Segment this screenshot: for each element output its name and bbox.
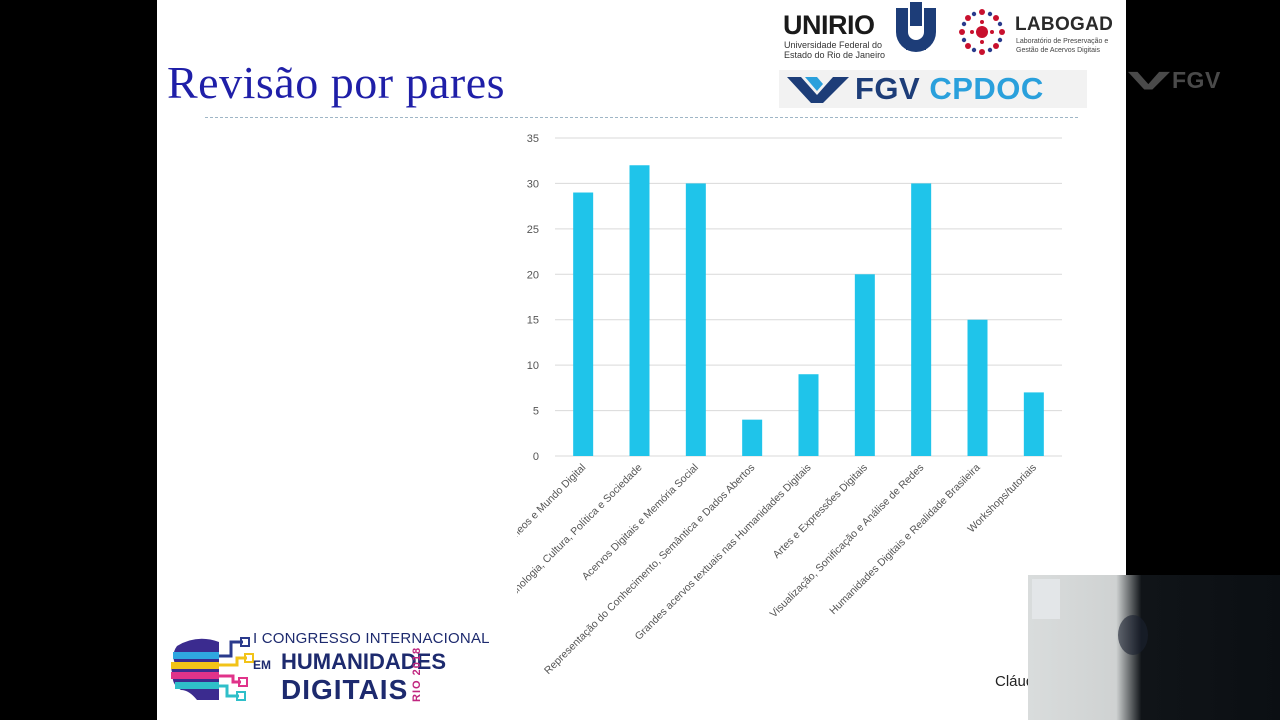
fgv-label: FGV [855,71,921,106]
unirio-logo: UNIRIO Universidade Federal do Estado do… [777,4,947,60]
y-tick-label: 20 [527,269,539,281]
y-tick-label: 5 [533,406,539,418]
congress-logo: I CONGRESSO INTERNACIONAL EM HUMANIDADES… [167,628,490,710]
bar [911,183,932,456]
slide: Revisão por pares UNIRIO Universidade Fe… [157,0,1126,720]
x-tick-label: Representação do Conhecimento, Semântica… [542,462,757,677]
bar [685,183,706,456]
y-tick-label: 10 [527,360,539,372]
congress-em: EM [253,658,271,672]
title-divider [205,117,1078,118]
labogad-subtitle-2: Gestão de Acervos Digitais [1016,47,1101,54]
y-tick-label: 0 [533,451,539,463]
bar [629,165,650,456]
unirio-subtitle-1: Universidade Federal do [784,40,883,50]
bar [854,274,875,456]
unirio-mark-icon [896,2,936,52]
y-tick-label: 25 [527,224,539,236]
labogad-mark-icon [959,9,1005,55]
bar [573,192,594,456]
congress-head-icon [171,637,254,701]
labogad-subtitle-1: Laboratório de Preservação e [1016,38,1109,45]
congress-line-2: HUMANIDADES [281,649,446,674]
fgv-watermark-text: FGV [1172,67,1221,93]
speaker-video-thumbnail [1028,575,1280,720]
fgv-watermark: FGV [1124,67,1234,93]
bar [1023,392,1044,456]
fgv-mark-icon [787,77,849,103]
congress-line-3: DIGITAIS [281,674,409,705]
bar [967,319,988,456]
fgv-cpdoc-text: FGV CPDOC [855,71,1044,107]
unirio-name: UNIRIO [783,10,875,40]
slide-title: Revisão por pares [167,57,506,108]
video-figure [1118,615,1148,655]
labogad-name: LABOGAD [1015,14,1114,35]
bar [798,374,819,456]
cpdoc-label: CPDOC [929,71,1044,106]
x-tick-label: Artes e Expressões Digitais [771,462,870,561]
congress-line-1: I CONGRESSO INTERNACIONAL [253,630,490,647]
bar [742,419,763,456]
bar-chart: 05101520253035Pensamentos Contemporâneos… [517,133,1062,677]
fgv-watermark-icon [1128,71,1170,90]
y-tick-label: 35 [527,133,539,145]
y-tick-label: 15 [527,315,539,327]
congress-year: RIO 2018 [411,646,423,702]
x-tick-label: Acervos Digitais e Memória Social [580,462,701,583]
video-projection-screen [1032,579,1060,619]
fgv-cpdoc-logo: FGV CPDOC [779,70,1087,108]
unirio-subtitle-2: Estado do Rio de Janeiro [784,50,886,60]
y-tick-label: 30 [527,178,539,190]
